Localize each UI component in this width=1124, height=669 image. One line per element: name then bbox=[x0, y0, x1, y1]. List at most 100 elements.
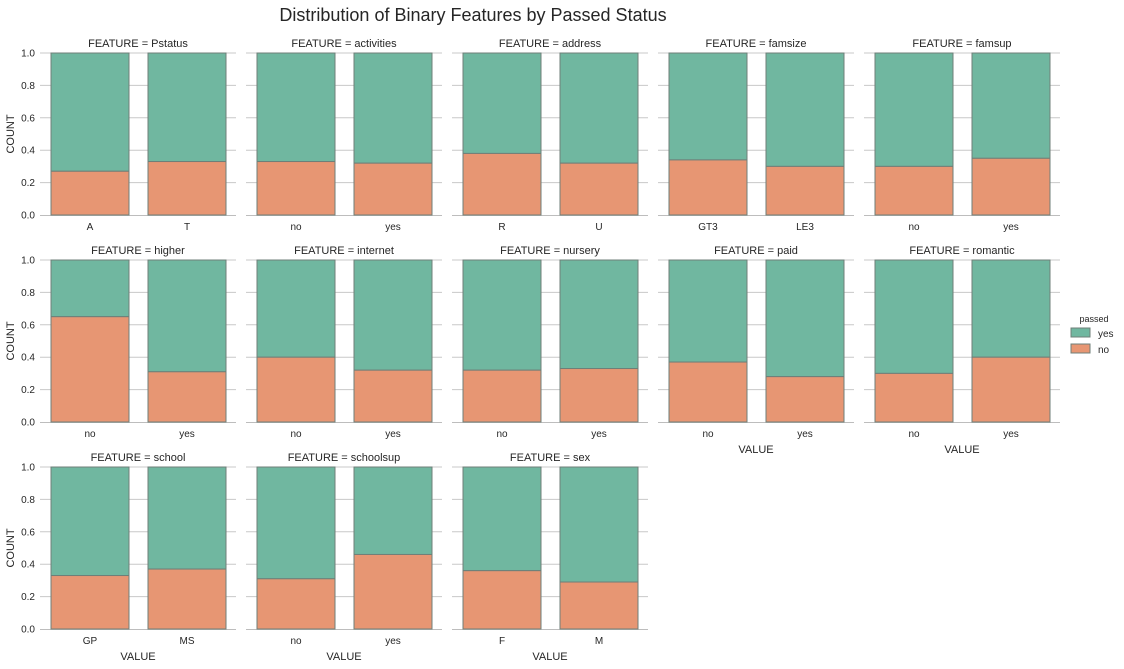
x-tick-label: GT3 bbox=[698, 222, 718, 233]
bar-yes-nursery-no bbox=[462, 259, 542, 371]
x-tick-label: yes bbox=[797, 429, 813, 440]
panel-title-famsup: FEATURE = famsup bbox=[912, 38, 1011, 50]
bar-no-Pstatus-A bbox=[50, 170, 130, 216]
bar-yes-school-MS bbox=[147, 466, 227, 570]
bar-yes-famsize-GT3 bbox=[668, 52, 748, 161]
y-tick-label: 0.6 bbox=[21, 113, 35, 124]
bar-no-internet-no bbox=[256, 356, 336, 423]
x-tick-label: MS bbox=[180, 636, 195, 647]
bar-no-famsup-no bbox=[874, 165, 954, 216]
y-tick-label: 0.2 bbox=[21, 592, 35, 603]
bar-no-paid-no bbox=[668, 361, 748, 423]
y-tick-label: 0.4 bbox=[21, 353, 35, 364]
bar-no-address-U bbox=[559, 162, 639, 216]
legend-swatch-yes bbox=[1070, 327, 1091, 338]
y-tick-label: 0.2 bbox=[21, 385, 35, 396]
legend-title: passed bbox=[1079, 314, 1108, 324]
y-axis-label: COUNT bbox=[5, 114, 17, 153]
y-tick-label: 1.0 bbox=[21, 49, 35, 60]
bar-no-activities-yes bbox=[353, 162, 433, 216]
y-tick-label: 0.4 bbox=[21, 560, 35, 571]
bar-no-sex-F bbox=[462, 570, 542, 630]
x-tick-label: F bbox=[499, 636, 505, 647]
x-axis-label: VALUE bbox=[120, 651, 155, 663]
x-tick-label: yes bbox=[385, 636, 401, 647]
panel-title-sex: FEATURE = sex bbox=[510, 452, 591, 464]
bar-yes-famsize-LE3 bbox=[765, 52, 845, 167]
x-tick-label: no bbox=[290, 222, 302, 233]
x-tick-label: U bbox=[595, 222, 602, 233]
bar-yes-schoolsup-no bbox=[256, 466, 336, 580]
bar-yes-activities-no bbox=[256, 52, 336, 163]
bar-no-address-R bbox=[462, 152, 542, 216]
bar-yes-Pstatus-A bbox=[50, 52, 130, 172]
bar-yes-internet-no bbox=[256, 259, 336, 358]
bar-yes-famsup-no bbox=[874, 52, 954, 167]
x-tick-label: no bbox=[290, 636, 302, 647]
y-tick-label: 1.0 bbox=[21, 256, 35, 267]
x-tick-label: no bbox=[702, 429, 714, 440]
legend-label-yes: yes bbox=[1098, 329, 1114, 340]
bar-no-famsup-yes bbox=[971, 157, 1051, 216]
y-tick-label: 0.6 bbox=[21, 527, 35, 538]
panel-title-nursery: FEATURE = nursery bbox=[500, 245, 600, 257]
y-tick-label: 1.0 bbox=[21, 463, 35, 474]
bar-yes-romantic-yes bbox=[971, 259, 1051, 358]
bar-no-higher-yes bbox=[147, 371, 227, 423]
x-tick-label: yes bbox=[1003, 429, 1019, 440]
panel-title-activities: FEATURE = activities bbox=[291, 38, 397, 50]
bar-yes-schoolsup-yes bbox=[353, 466, 433, 555]
bar-yes-nursery-yes bbox=[559, 259, 639, 370]
bar-no-nursery-no bbox=[462, 369, 542, 423]
panel-title-internet: FEATURE = internet bbox=[294, 245, 394, 257]
bar-yes-paid-yes bbox=[765, 259, 845, 378]
x-tick-label: no bbox=[496, 429, 508, 440]
x-tick-label: no bbox=[908, 222, 920, 233]
bar-no-romantic-no bbox=[874, 372, 954, 423]
x-axis-label: VALUE bbox=[532, 651, 567, 663]
y-tick-label: 0.0 bbox=[21, 211, 35, 222]
y-tick-label: 0.4 bbox=[21, 146, 35, 157]
x-tick-label: yes bbox=[385, 222, 401, 233]
x-tick-label: no bbox=[290, 429, 302, 440]
y-tick-label: 0.0 bbox=[21, 625, 35, 636]
bar-no-activities-no bbox=[256, 161, 336, 216]
y-tick-label: 0.8 bbox=[21, 288, 35, 299]
panel-title-higher: FEATURE = higher bbox=[91, 245, 185, 257]
bar-no-famsize-GT3 bbox=[668, 159, 748, 216]
bar-yes-address-R bbox=[462, 52, 542, 154]
x-tick-label: R bbox=[498, 222, 505, 233]
panel-title-romantic: FEATURE = romantic bbox=[909, 245, 1015, 257]
x-tick-label: no bbox=[84, 429, 96, 440]
x-tick-label: LE3 bbox=[796, 222, 814, 233]
bar-yes-school-GP bbox=[50, 466, 130, 577]
x-tick-label: no bbox=[908, 429, 920, 440]
bar-yes-famsup-yes bbox=[971, 52, 1051, 159]
panel-title-address: FEATURE = address bbox=[499, 38, 602, 50]
x-tick-label: T bbox=[184, 222, 190, 233]
bar-no-schoolsup-yes bbox=[353, 553, 433, 630]
panel-title-Pstatus: FEATURE = Pstatus bbox=[88, 38, 188, 50]
y-tick-label: 0.0 bbox=[21, 418, 35, 429]
y-axis-label: COUNT bbox=[5, 528, 17, 567]
y-tick-label: 0.8 bbox=[21, 81, 35, 92]
bar-no-school-MS bbox=[147, 568, 227, 630]
bar-no-romantic-yes bbox=[971, 356, 1051, 423]
x-tick-label: yes bbox=[179, 429, 195, 440]
x-tick-label: yes bbox=[1003, 222, 1019, 233]
bar-yes-higher-yes bbox=[147, 259, 227, 373]
legend-swatch-no bbox=[1070, 343, 1091, 354]
bar-no-famsize-LE3 bbox=[765, 165, 845, 216]
bar-yes-higher-no bbox=[50, 259, 130, 318]
x-tick-label: GP bbox=[83, 636, 98, 647]
bar-yes-romantic-no bbox=[874, 259, 954, 374]
bar-no-higher-no bbox=[50, 316, 130, 423]
legend-label-no: no bbox=[1098, 345, 1110, 356]
bar-no-nursery-yes bbox=[559, 368, 639, 423]
x-tick-label: A bbox=[87, 222, 94, 233]
chart-title: Distribution of Binary Features by Passe… bbox=[279, 5, 666, 25]
x-tick-label: yes bbox=[591, 429, 607, 440]
bar-yes-sex-F bbox=[462, 466, 542, 572]
